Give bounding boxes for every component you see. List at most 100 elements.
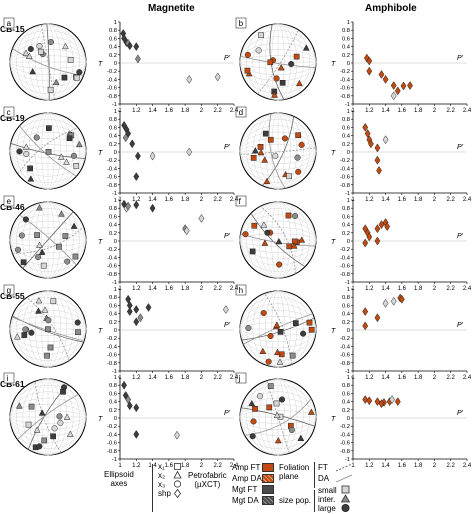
y-tick-label: 0.8 bbox=[109, 28, 117, 34]
fabric-axis-marker bbox=[298, 141, 305, 148]
x-tick-label: 2 bbox=[433, 197, 437, 203]
data-point bbox=[374, 236, 381, 246]
fabric-axis-marker bbox=[47, 38, 54, 46]
y-tick-label: 0.2 bbox=[109, 408, 117, 414]
x-tick-label: 1.6 bbox=[398, 197, 407, 203]
pt-chart: 1 0.8 0.6 0.4 0.2 0 -0.2 -0.4 -0.6 -0.8 -1 T P' 1 1.2 1… bbox=[98, 198, 239, 292]
fabric-axis-marker bbox=[257, 393, 264, 400]
data-point bbox=[214, 72, 221, 82]
fabric-axis-marker bbox=[20, 259, 27, 266]
pt-chart: 1 0.8 0.6 0.4 0.2 0 -0.2 -0.4 -0.6 -0.8 -1 T P' 1 1.2 1… bbox=[331, 198, 472, 292]
x-tick-label: 1.6 bbox=[165, 286, 174, 292]
y-tick-label: 0 bbox=[347, 150, 350, 156]
y-tick-label: -1 bbox=[345, 369, 350, 375]
fabric-axis-marker bbox=[288, 60, 295, 68]
x-tick-label: 1.8 bbox=[181, 375, 190, 381]
y-tick-label: 1 bbox=[347, 109, 350, 115]
data-point bbox=[390, 296, 397, 306]
y-tick-label: 0.4 bbox=[342, 400, 351, 406]
fabric-axis-marker bbox=[290, 242, 298, 249]
fabric-axis-marker bbox=[46, 125, 52, 132]
legend-axis-x3: x₃ bbox=[158, 480, 166, 489]
legend-mgt-ft: Mgt FT bbox=[232, 485, 258, 494]
x-tick-label: 2.2 bbox=[447, 197, 456, 203]
y-axis-label: T bbox=[98, 61, 103, 68]
fabric-axis-marker bbox=[273, 411, 281, 419]
fabric-axis-marker bbox=[16, 148, 23, 155]
fabric-axis-marker bbox=[14, 246, 22, 253]
x-tick-label: 1.8 bbox=[414, 197, 423, 203]
legend-axis-glyphs bbox=[173, 463, 182, 499]
y-tick-label: -0.8 bbox=[107, 183, 117, 189]
x-tick-label: 1.2 bbox=[365, 197, 374, 203]
y-tick-label: -0.6 bbox=[107, 353, 117, 359]
y-tick-label: -0.6 bbox=[340, 441, 350, 447]
data-point bbox=[363, 53, 370, 63]
data-point bbox=[366, 66, 373, 76]
fabric-axis-marker bbox=[35, 253, 42, 261]
fabric-axis-marker bbox=[36, 241, 43, 248]
fabric-axis-marker bbox=[36, 443, 43, 450]
y-tick-label: 1 bbox=[114, 198, 117, 204]
x-tick-label: 1.6 bbox=[165, 197, 174, 203]
y-tick-label: 1 bbox=[114, 109, 117, 115]
y-tick-label: 0.6 bbox=[109, 36, 117, 42]
legend-axis-x1: x₁ bbox=[158, 462, 165, 471]
fabric-axis-marker bbox=[261, 156, 269, 163]
data-point bbox=[186, 147, 193, 157]
y-tick-label: 0.4 bbox=[109, 223, 118, 229]
x-tick-label: 1.4 bbox=[381, 108, 390, 114]
fabric-axis-marker bbox=[298, 236, 306, 243]
fabric-axis-marker bbox=[265, 358, 272, 365]
y-tick-label: -0.6 bbox=[107, 441, 117, 447]
y-tick-label: 0.6 bbox=[109, 391, 117, 397]
data-point bbox=[394, 397, 401, 407]
y-axis-label: T bbox=[98, 328, 103, 335]
panel-letter: g bbox=[7, 286, 11, 295]
data-point bbox=[374, 313, 381, 323]
panel-letter-box bbox=[235, 106, 247, 118]
legend-amp-ft: Amp FT bbox=[232, 463, 261, 472]
y-tick-label: 1 bbox=[114, 20, 117, 26]
y-tick-label: -1 bbox=[345, 280, 350, 286]
sample-label: CB-15 bbox=[0, 24, 25, 34]
y-tick-label: -0.4 bbox=[107, 255, 118, 261]
legend-size-small: small bbox=[318, 486, 337, 495]
legend-size-inter-icon bbox=[340, 494, 351, 503]
fabric-axis-marker bbox=[260, 310, 267, 317]
x-axis-label: P' bbox=[457, 144, 464, 151]
stereonet bbox=[239, 378, 317, 456]
data-point bbox=[135, 151, 141, 161]
fabric-axis-marker bbox=[63, 413, 71, 420]
fabric-axis-marker bbox=[70, 152, 77, 159]
y-tick-label: 0.8 bbox=[109, 117, 117, 123]
x-tick-label: 2.4 bbox=[230, 108, 239, 114]
y-tick-label: 0 bbox=[347, 239, 350, 245]
fabric-axis-marker bbox=[64, 258, 71, 265]
data-point bbox=[133, 42, 140, 52]
y-tick-label: 1 bbox=[347, 375, 350, 381]
fabric-axis-marker bbox=[258, 32, 264, 39]
y-tick-label: -0.4 bbox=[107, 344, 118, 350]
foliation-plane bbox=[22, 211, 74, 269]
x-tick-label: 1.8 bbox=[414, 375, 423, 381]
data-point bbox=[149, 203, 156, 213]
fabric-axis-marker bbox=[27, 45, 34, 53]
x-tick-label: 2.2 bbox=[447, 463, 456, 469]
y-tick-label: 0.8 bbox=[342, 295, 350, 301]
fabric-axis-marker bbox=[302, 44, 310, 51]
y-tick-label: -1 bbox=[345, 457, 350, 463]
fabric-axis-marker bbox=[67, 57, 74, 63]
x-axis-label: P' bbox=[457, 410, 464, 417]
y-tick-label: 0 bbox=[114, 150, 117, 156]
data-point bbox=[382, 135, 389, 145]
data-point bbox=[374, 224, 381, 234]
legend-foliation-plane: Foliation plane bbox=[279, 463, 310, 481]
fabric-axis-marker bbox=[257, 148, 265, 156]
y-tick-label: -0.2 bbox=[340, 424, 350, 430]
y-tick-label: -0.6 bbox=[340, 353, 350, 359]
data-point bbox=[129, 139, 136, 149]
y-tick-label: 0.4 bbox=[109, 134, 118, 140]
y-tick-label: 1 bbox=[347, 287, 350, 293]
y-tick-label: 0.6 bbox=[342, 36, 350, 42]
